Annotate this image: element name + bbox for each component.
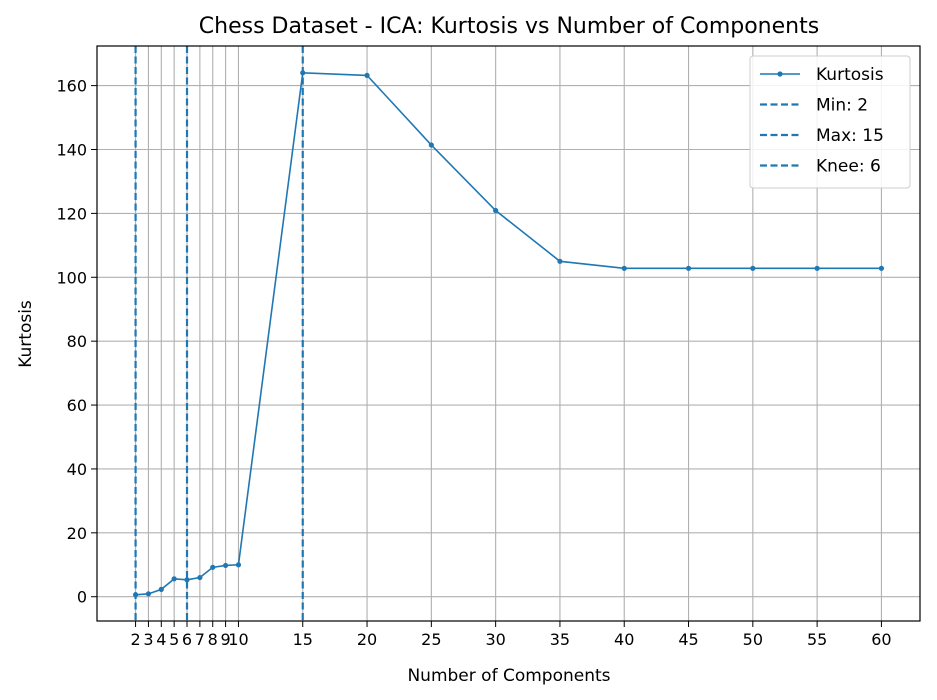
- data-point: [132, 592, 139, 598]
- y-tick-label: 80: [67, 332, 87, 351]
- x-tick-label: 15: [293, 630, 313, 649]
- legend-box: [749, 55, 911, 189]
- data-point: [184, 577, 190, 583]
- legend-label: Min: 2: [816, 96, 868, 116]
- y-tick-label: 0: [77, 588, 87, 607]
- y-tick-label: 100: [56, 268, 87, 287]
- data-point: [300, 70, 306, 76]
- y-tick-label: 60: [67, 396, 87, 415]
- x-tick-label: 45: [678, 630, 698, 649]
- legend: Kurtosis Min: 2 Max: 15 Knee: 6: [749, 55, 911, 189]
- chart-title: Chess Dataset - ICA: Kurtosis vs Number …: [199, 14, 819, 39]
- data-point: [145, 591, 152, 597]
- x-tick-label: 20: [357, 630, 377, 649]
- x-tick-label: 2: [130, 630, 140, 649]
- x-axis-label: Number of Components: [407, 666, 610, 686]
- x-tick-label: 25: [421, 630, 441, 649]
- data-point: [158, 586, 164, 592]
- data-point: [197, 574, 203, 581]
- legend-label: Knee: 6: [816, 157, 881, 177]
- data-point: [621, 265, 627, 271]
- x-axis-ticks: 2 3 4 5 6 7 8 910 15 20 25 30 35 40 45 50 55 60: [130, 621, 892, 649]
- data-point: [171, 576, 177, 582]
- x-tick-label: 50: [743, 630, 763, 649]
- x-tick-label: 9: [221, 630, 231, 649]
- data-point: [557, 258, 563, 264]
- data-point: [878, 265, 885, 271]
- x-tick-label: 3: [143, 630, 153, 649]
- y-axis-ticks: 0 20 40 60 80 100 120 140 160: [56, 77, 97, 607]
- y-tick-label: 20: [67, 524, 87, 543]
- x-tick-label: 7: [195, 630, 205, 649]
- y-tick-label: 40: [67, 460, 87, 479]
- y-axis-label: Kurtosis: [16, 300, 36, 368]
- data-point: [235, 562, 242, 568]
- x-tick-label: 55: [807, 630, 827, 649]
- x-tick-label: 40: [614, 630, 634, 649]
- x-tick-label: 5: [169, 630, 179, 649]
- data-point: [493, 207, 499, 214]
- y-tick-label: 140: [56, 141, 87, 160]
- data-point: [750, 265, 756, 271]
- reference-lines: [134, 46, 304, 621]
- x-tick-label: 6: [182, 630, 192, 649]
- x-tick-label: 35: [550, 630, 570, 649]
- data-point: [222, 562, 229, 569]
- x-tick-label: 30: [485, 630, 505, 649]
- data-point: [364, 72, 370, 78]
- legend-label: Max: 15: [816, 126, 884, 146]
- y-tick-label: 160: [56, 77, 87, 96]
- legend-label: Kurtosis: [816, 65, 884, 85]
- x-tick-label: 10: [228, 630, 248, 649]
- legend-marker-swatch: [777, 71, 783, 77]
- y-tick-label: 120: [56, 204, 87, 223]
- x-tick-label: 60: [871, 630, 891, 649]
- x-tick-label: 8: [208, 630, 218, 649]
- x-tick-label: 4: [156, 630, 166, 649]
- data-point: [685, 265, 692, 271]
- data-point: [428, 142, 434, 148]
- plot-frame: [96, 45, 921, 622]
- series-layer: [132, 70, 885, 598]
- data-point: [814, 265, 820, 271]
- data-point: [210, 564, 216, 570]
